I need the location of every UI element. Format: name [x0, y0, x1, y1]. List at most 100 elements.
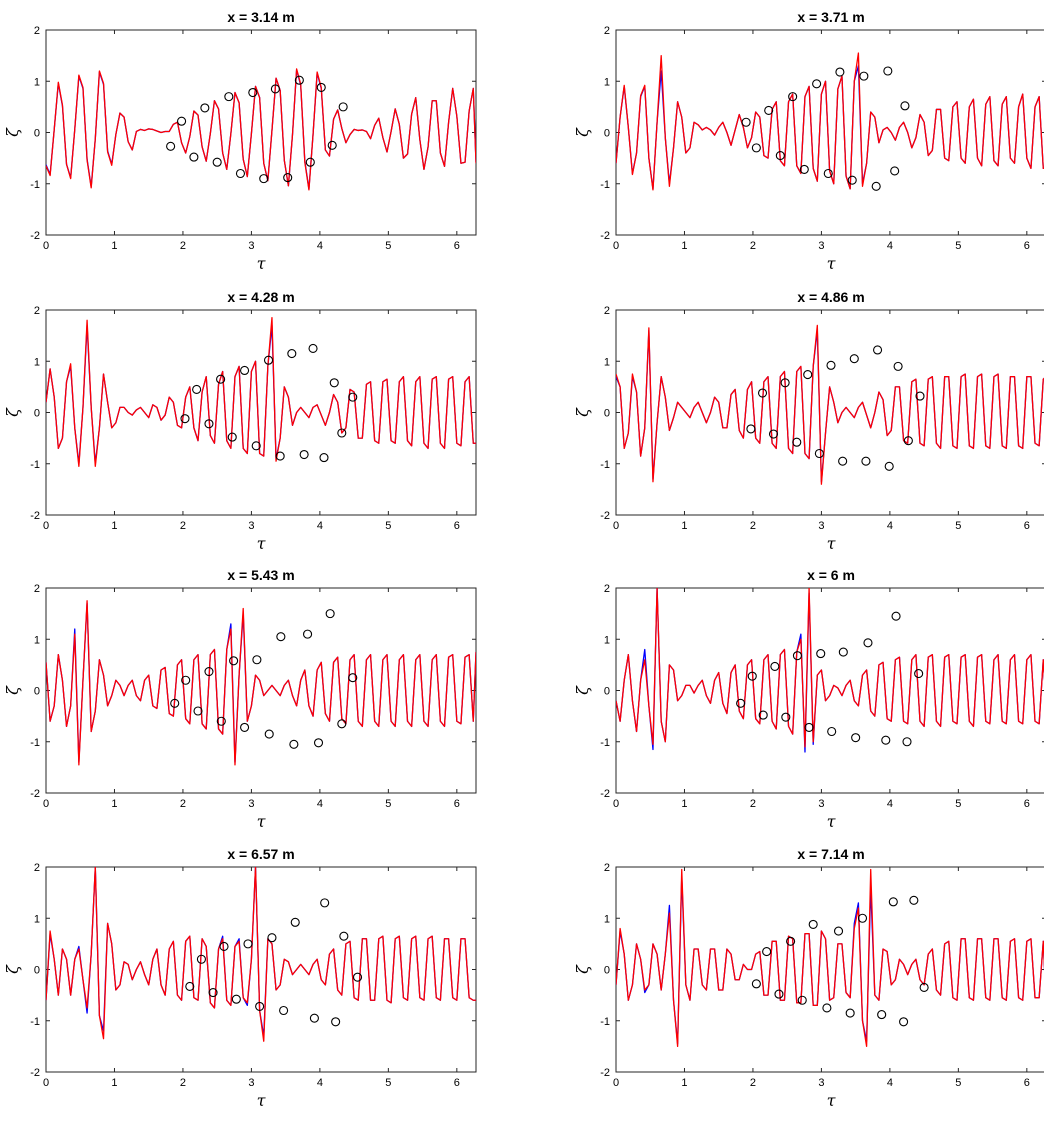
x-tick-label: 5 — [955, 1077, 961, 1089]
series-line-red — [46, 600, 476, 766]
data-marker — [812, 79, 822, 89]
x-axis-label: τ — [257, 812, 267, 831]
x-tick-label: 3 — [818, 520, 824, 532]
y-tick-label: 1 — [604, 356, 610, 368]
data-marker — [219, 941, 229, 951]
axes-box — [615, 866, 1044, 1073]
y-tick-label: -2 — [30, 1067, 40, 1079]
data-marker — [331, 1017, 341, 1027]
x-tick-label: 6 — [1024, 798, 1030, 810]
data-marker — [227, 432, 237, 442]
x-tick-label: 5 — [385, 520, 391, 532]
data-marker — [339, 931, 349, 941]
subplot-title: x = 3.14 m — [227, 9, 294, 25]
data-marker — [847, 175, 857, 185]
subplot-title: x = 7.14 m — [797, 846, 864, 862]
data-marker — [849, 354, 859, 364]
y-tick-label: 0 — [34, 128, 40, 140]
data-marker — [909, 895, 919, 905]
data-marker — [299, 449, 309, 460]
data-marker — [325, 609, 335, 619]
y-tick-label: 0 — [604, 686, 610, 698]
subplot-title: x = 6 m — [807, 567, 855, 583]
y-tick-label: -2 — [30, 510, 40, 522]
data-marker — [902, 737, 912, 747]
y-tick-label: 1 — [604, 634, 610, 646]
axes-box — [45, 866, 477, 1073]
data-marker — [792, 651, 802, 661]
x-axis-label: τ — [827, 1091, 837, 1110]
data-marker — [770, 661, 780, 671]
data-marker — [915, 391, 925, 401]
data-marker — [243, 939, 253, 949]
data-marker — [283, 173, 293, 183]
subplot-4: 0 1 2 3 4 5 6 -2 -1 0 1 2 x = 4.86 m τ ζ — [573, 289, 1044, 553]
y-tick-label: -1 — [600, 459, 610, 471]
data-marker — [838, 456, 848, 466]
data-marker — [327, 140, 337, 150]
data-marker — [216, 374, 226, 384]
y-tick-label: -1 — [600, 1016, 610, 1028]
x-tick-label: 2 — [180, 798, 186, 810]
series-line-red — [46, 68, 476, 191]
y-tick-label: -2 — [600, 510, 610, 522]
x-tick-label: 3 — [818, 240, 824, 252]
x-tick-label: 6 — [454, 1077, 460, 1089]
data-marker — [276, 632, 286, 642]
data-marker — [329, 378, 339, 388]
axes-box — [45, 309, 477, 516]
data-marker — [826, 360, 836, 370]
x-tick-label: 4 — [317, 1077, 323, 1089]
data-marker — [881, 735, 891, 745]
y-tick-label: -2 — [600, 788, 610, 800]
axes-box — [615, 29, 1044, 236]
data-marker — [235, 168, 246, 179]
data-marker — [884, 461, 894, 471]
x-tick-label: 3 — [818, 1077, 824, 1089]
data-marker — [845, 1008, 855, 1018]
y-axis-label: ζ — [573, 407, 592, 417]
data-marker — [851, 733, 861, 743]
x-tick-label: 6 — [1024, 1077, 1030, 1089]
data-marker — [857, 913, 868, 923]
data-marker — [231, 994, 241, 1004]
data-marker — [166, 141, 176, 151]
data-marker — [736, 698, 746, 708]
data-marker — [181, 675, 191, 685]
subplot-2: 0 1 2 3 4 5 6 -2 -1 0 1 2 x = 3.71 m τ ζ — [573, 9, 1044, 273]
y-tick-label: 0 — [604, 965, 610, 977]
y-tick-label: 2 — [604, 25, 610, 37]
x-tick-label: 3 — [248, 520, 254, 532]
data-marker — [768, 429, 779, 439]
data-marker — [835, 67, 845, 77]
x-tick-label: 4 — [317, 520, 323, 532]
data-marker — [804, 722, 814, 732]
x-tick-label: 0 — [613, 1077, 619, 1089]
data-marker — [216, 716, 226, 726]
data-marker — [338, 102, 348, 112]
data-marker — [193, 706, 203, 716]
data-marker — [757, 388, 768, 398]
x-tick-label: 6 — [454, 798, 460, 810]
data-marker — [775, 151, 785, 161]
data-marker — [352, 972, 363, 982]
axes-box — [615, 587, 1044, 794]
y-axis-label: ζ — [573, 685, 592, 695]
x-tick-label: 1 — [681, 240, 687, 252]
data-marker — [893, 361, 903, 371]
y-tick-label: -2 — [600, 1067, 610, 1079]
data-marker — [255, 1001, 265, 1011]
data-marker — [348, 392, 358, 402]
subplot-7: 0 1 2 3 4 5 6 -2 -1 0 1 2 x = 6.57 m τ ζ — [3, 846, 477, 1110]
data-marker — [823, 168, 833, 179]
y-tick-label: -2 — [30, 788, 40, 800]
data-marker — [189, 152, 199, 162]
x-tick-label: 6 — [1024, 240, 1030, 252]
data-marker — [251, 441, 261, 451]
x-tick-label: 2 — [750, 240, 756, 252]
data-marker — [275, 451, 285, 461]
y-axis-label: ζ — [3, 964, 22, 974]
y-tick-label: 0 — [604, 128, 610, 140]
data-marker — [780, 378, 790, 388]
y-tick-label: -1 — [30, 179, 40, 191]
